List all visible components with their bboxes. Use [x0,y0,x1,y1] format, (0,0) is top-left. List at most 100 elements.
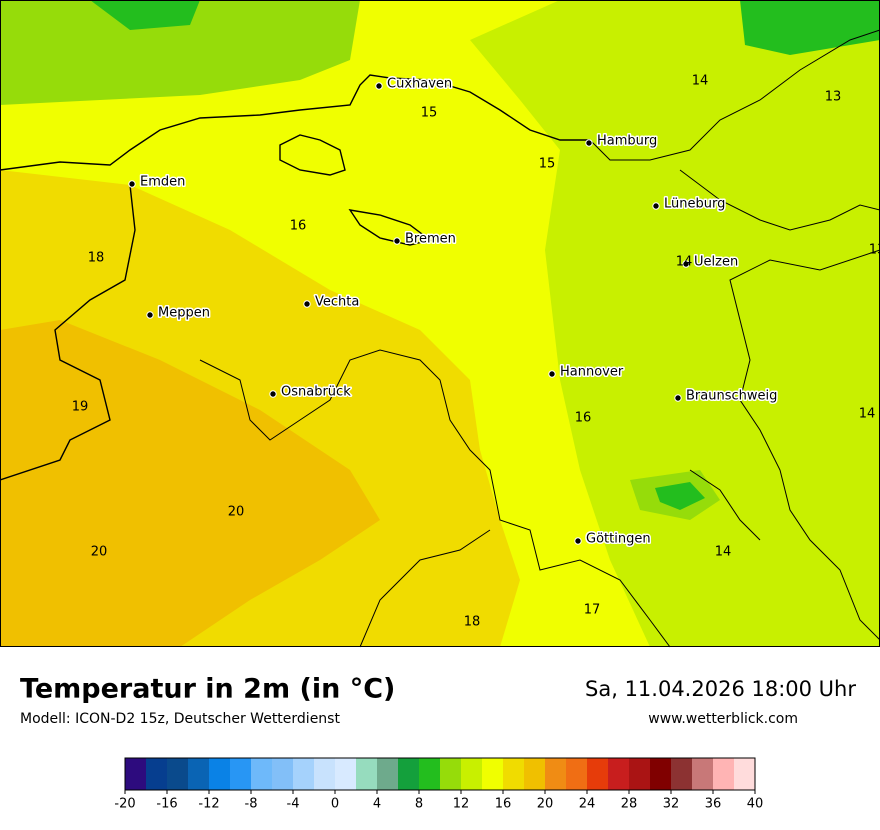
city-label: Braunschweig [686,389,777,404]
colorbar-segment [713,758,735,790]
city-label: Hannover [560,365,624,380]
colorbar-segment [251,758,273,790]
colorbar-segment [545,758,567,790]
colorbar-segment [503,758,525,790]
colorbar-segment [167,758,189,790]
city-dot [548,370,556,378]
city-dot [146,311,154,319]
city-dot [375,82,383,90]
coastline [279,134,346,176]
colorbar-segment [125,758,147,790]
colorbar: -20 -16 -12 -8 -4 0 4 8 12 16 20 24 28 32 36 40 [114,757,764,812]
city-label: Osnabrück [281,385,351,400]
city-label: Göttingen [586,532,651,547]
colorbar-segment [587,758,609,790]
colorbar-segment [188,758,210,790]
colorbar-segment [293,758,315,790]
colorbar-segment [272,758,294,790]
temperature-label: 16 [290,219,307,234]
colorbar-segment [650,758,672,790]
colorbar-tick-label: 20 [537,797,554,812]
colorbar-tick-label: 4 [373,797,381,812]
city-label: Cuxhaven [387,77,452,92]
temperature-label: 16 [575,411,592,426]
region [0,320,380,647]
source: www.wetterblick.com [648,711,798,727]
colorbar-tick-label: 40 [747,797,764,812]
colorbar-segment [314,758,336,790]
border [679,169,880,231]
border [729,249,880,641]
temperature-label: 20 [228,505,245,520]
temperature-label: 20 [91,545,108,560]
border [359,529,491,648]
colorbar-tick-label: -12 [198,797,219,812]
region [740,0,880,55]
map: Cuxhaven Hamburg Emden Lüneburg Bremen Uelzen… [0,0,880,648]
temperature-label: 14 [859,407,876,422]
region [0,0,360,105]
temperature-label: 14 [715,545,732,560]
city-label: Uelzen [694,255,738,270]
city-label: Vechta [315,295,359,310]
region [470,0,880,647]
city-dot [674,394,682,402]
datetime: Sa, 11.04.2026 18:00 Uhr [585,677,856,701]
colorbar-tick-label: 12 [453,797,470,812]
city-dot [652,202,660,210]
border [689,469,761,541]
city-dot [585,139,593,147]
colorbar-segment [398,758,420,790]
temperature-label: 14 [692,74,709,89]
city-dot [128,180,136,188]
coastline [0,74,590,171]
city-label: Hamburg [597,134,657,149]
temperature-label: 14 [676,255,693,270]
coastline [0,184,136,481]
city-label: Emden [140,175,185,190]
colorbar-tick-label: 36 [705,797,722,812]
colorbar-segment [356,758,378,790]
border [348,209,432,246]
colorbar-tick-label: 32 [663,797,680,812]
colorbar-segment [209,758,231,790]
model: Modell: ICON-D2 15z, Deutscher Wetterdie… [20,711,340,727]
temperature-label: 17 [584,603,601,618]
colorbar-tick-label: -20 [114,797,135,812]
colorbar-segment [629,758,651,790]
colorbar-tick-label: 24 [579,797,596,812]
colorbar-segment [524,758,546,790]
colorbar-tick-label: 8 [415,797,423,812]
city-dot [269,390,277,398]
colorbar-segment [440,758,462,790]
colorbar-tick-label: 16 [495,797,512,812]
temperature-label: 18 [88,251,105,266]
colorbar-segment [146,758,168,790]
region [655,482,705,510]
colorbar-tick-label: -16 [156,797,177,812]
temperature-label: 13 [869,243,880,258]
title: Temperatur in 2m (in °C) [20,674,395,705]
temperature-label: 19 [72,400,89,415]
city-label: Bremen [405,232,456,247]
colorbar-tick-label: 0 [331,797,339,812]
region [90,0,200,30]
colorbar-segment [734,758,756,790]
colorbar-segment [461,758,483,790]
colorbar-tick-label: 28 [621,797,638,812]
colorbar-segment [482,758,504,790]
colorbar-segment [692,758,714,790]
temperature-label: 18 [464,615,481,630]
colorbar-frame [124,757,756,791]
city-label: Lüneburg [664,197,725,212]
city-label: Meppen [158,306,210,321]
temperature-label: 15 [421,106,438,121]
border [589,29,880,161]
colorbar-segment [335,758,357,790]
colorbar-segment [377,758,399,790]
colorbar-tick-label: -4 [287,797,300,812]
city-dot [574,537,582,545]
colorbar-segment [419,758,441,790]
colorbar-segment [230,758,252,790]
